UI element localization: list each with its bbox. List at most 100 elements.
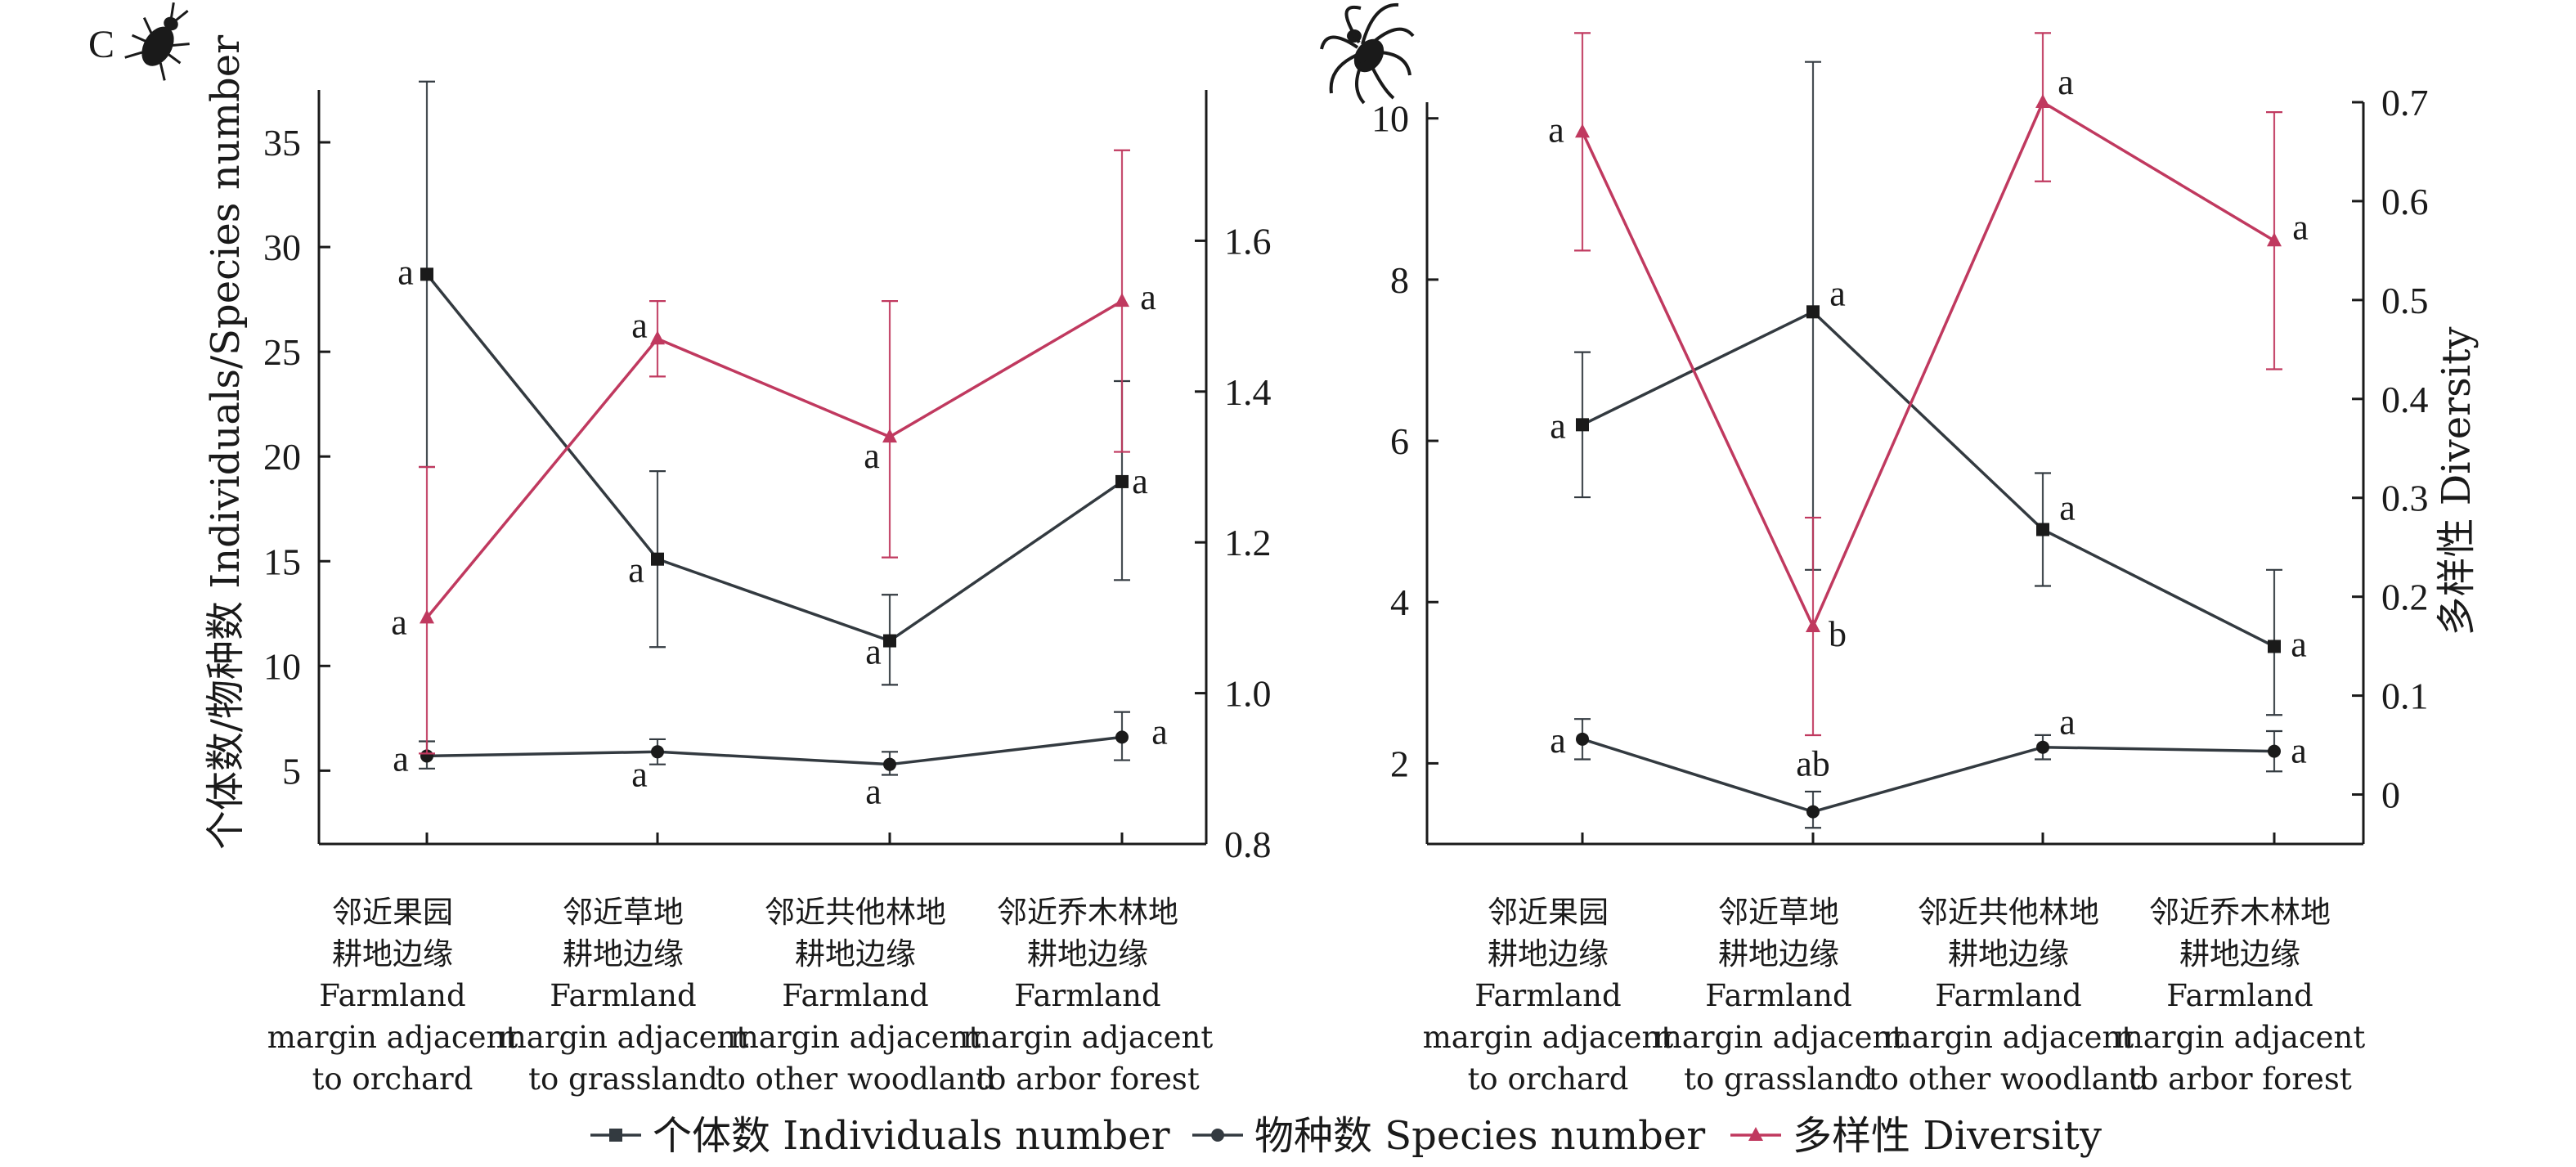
significance-letter: a — [1550, 406, 1566, 446]
y-tick-label-right: 0.2 — [2381, 577, 2429, 618]
chart-beetle: 5 10 15 20 25 30 35 0.8 1.0 1.2 1.4 1.6 个体数/物种数 Indi… — [203, 35, 1272, 1097]
series-line — [426, 735, 1123, 766]
y-tick-label-left: 4 — [1390, 581, 1409, 623]
significance-letter: a — [865, 632, 882, 672]
y2-axis-title: 多样性 Diversity — [2434, 327, 2480, 636]
significance-letter: a — [1550, 720, 1566, 761]
circle-marker — [883, 757, 896, 771]
category-label: 耕地边缘 — [1488, 936, 1609, 972]
y-tick-label-left: 10 — [1371, 98, 1409, 140]
category-label: to arbor forest — [976, 1062, 1200, 1097]
triangle-marker — [650, 330, 665, 345]
y-tick-label-right: 1.0 — [1224, 673, 1272, 715]
y-tick-label-right: 0.8 — [1224, 824, 1272, 865]
category-label: margin adjacent — [1883, 1020, 2134, 1055]
series-line — [1581, 100, 2275, 631]
significance-letter: a — [2059, 702, 2076, 743]
square-marker — [1806, 305, 1820, 319]
category-label: Farmland — [1474, 978, 1621, 1013]
square-marker — [651, 552, 664, 566]
category-label: 邻近乔木林地 — [2149, 895, 2331, 930]
square-marker — [883, 634, 896, 648]
significance-letter: a — [2291, 731, 2307, 771]
category-label: 耕地边缘 — [795, 936, 916, 972]
circle-marker — [1115, 730, 1129, 744]
y-tick-label-left: 25 — [263, 331, 301, 373]
significance-letter: a — [631, 754, 648, 794]
legend-label: 个体数 Individuals number — [653, 1113, 1170, 1159]
y-tick-label-right: 0 — [2381, 774, 2400, 816]
chart-spider: 2 4 6 8 10 0 0.1 0.2 0.3 0.4 0.5 0.6 0.7 多样性 Diversit… — [1371, 32, 2480, 1097]
category-label: to arbor forest — [2128, 1062, 2352, 1097]
triangle-marker — [1575, 123, 1590, 138]
circle-marker — [1806, 805, 1820, 819]
square-marker — [2036, 523, 2049, 536]
triangle-marker — [1806, 617, 1820, 632]
category-label: to orchard — [1468, 1062, 1629, 1097]
significance-letter: a — [393, 738, 409, 779]
spider-icon — [1320, 2, 1415, 105]
y-tick-label-right: 1.4 — [1224, 371, 1272, 413]
y-tick-label-left: 20 — [263, 436, 301, 478]
y-tick-label-left: 35 — [263, 122, 301, 164]
category-label: to grassland — [1684, 1062, 1874, 1097]
y-axis-title: 个体数/物种数 Individuals/Species number — [203, 35, 249, 850]
category-label: 耕地边缘 — [563, 936, 684, 972]
significance-letter: a — [631, 305, 648, 345]
category-label: margin adjacent — [267, 1020, 518, 1055]
significance-letter: a — [1548, 110, 1564, 150]
category-label: margin adjacent — [1423, 1020, 1674, 1055]
legend-triangle-marker — [1748, 1127, 1763, 1141]
beetle-icon — [124, 2, 190, 81]
significance-letter: ab — [1796, 744, 1830, 784]
category-label: to other woodland — [1869, 1062, 2149, 1097]
y-tick-label-left: 15 — [263, 541, 301, 582]
circle-marker — [651, 745, 664, 759]
category-label: 耕地边缘 — [332, 936, 453, 972]
category-label: to other woodland — [716, 1062, 996, 1097]
y-tick-label-right: 0.4 — [2381, 379, 2429, 420]
significance-letter: a — [2058, 62, 2074, 102]
category-label: 耕地边缘 — [1718, 936, 1839, 972]
y-tick-label-right: 1.2 — [1224, 522, 1272, 563]
category-label: Farmland — [782, 978, 928, 1013]
category-label: 耕地边缘 — [1948, 936, 2069, 972]
triangle-marker — [1115, 293, 1129, 307]
circle-marker — [1576, 732, 1589, 746]
y-tick-label-right: 0.3 — [2381, 478, 2429, 519]
square-marker — [1115, 474, 1129, 488]
legend-circle-marker — [1211, 1129, 1224, 1142]
significance-letter: a — [391, 602, 407, 642]
y-tick-label-right: 0.1 — [2381, 676, 2429, 717]
category-label: 邻近草地 — [1718, 895, 1839, 930]
y-tick-label-left: 8 — [1390, 259, 1409, 301]
category-label: to grassland — [528, 1062, 718, 1097]
significance-letter: a — [1140, 277, 1156, 317]
category-label: Farmland — [1014, 978, 1160, 1013]
significance-letter: a — [1829, 273, 1846, 313]
square-marker — [420, 267, 433, 281]
series-line — [1582, 310, 2275, 649]
category-label: 邻近草地 — [563, 895, 684, 930]
circle-marker — [2268, 744, 2281, 758]
significance-letter: a — [1151, 711, 1168, 752]
y-tick-label-right: 0.5 — [2381, 280, 2429, 321]
significance-letter: a — [2292, 207, 2309, 247]
category-label: 邻近共他林地 — [1918, 895, 2099, 930]
triangle-marker — [2267, 232, 2282, 247]
significance-letter: a — [2059, 488, 2076, 528]
square-marker — [2268, 640, 2281, 653]
category-label: 耕地边缘 — [1027, 936, 1148, 972]
legend: 个体数 Individuals number 物种数 Species number… — [590, 1113, 2102, 1159]
category-label: Farmland — [319, 978, 465, 1013]
category-label: 邻近共他林地 — [765, 895, 946, 930]
category-label: margin adjacent — [963, 1020, 1214, 1055]
significance-letter: a — [2291, 624, 2307, 664]
category-label: margin adjacent — [730, 1020, 981, 1055]
legend-label: 多样性 Diversity — [1793, 1113, 2102, 1159]
triangle-marker — [882, 429, 897, 443]
y-tick-label-right: 0.7 — [2381, 82, 2429, 123]
square-marker — [1576, 418, 1589, 432]
significance-letter: a — [865, 772, 882, 812]
